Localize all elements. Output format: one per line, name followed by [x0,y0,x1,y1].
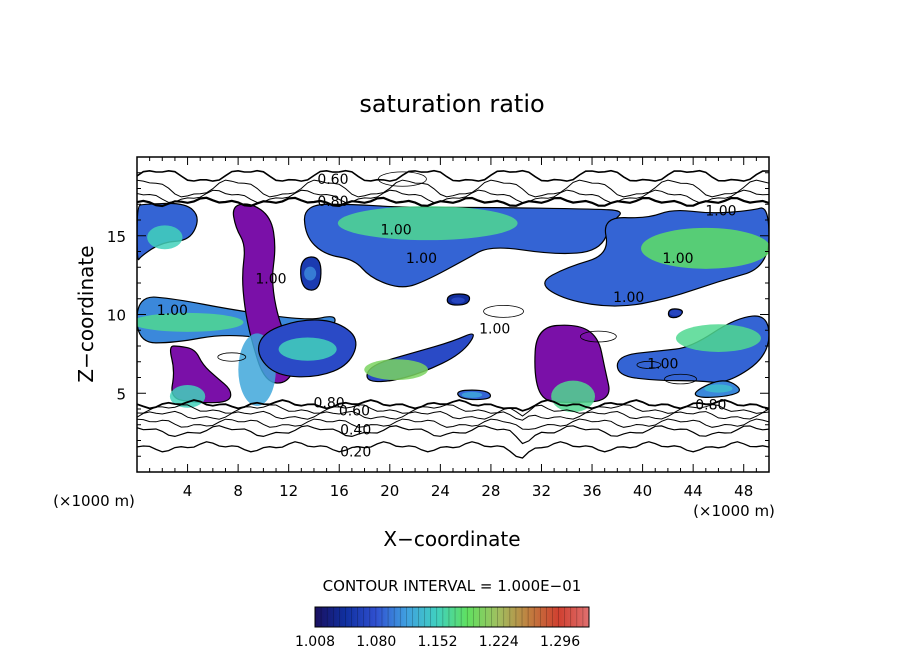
x-tick-label: 4 [183,482,193,500]
contour-line [137,410,769,421]
x-tick-label: 8 [233,482,243,500]
y-axis-unit: (×1000 m) [53,492,135,510]
contour-label: 0.60 [339,404,370,420]
supersat-core [641,227,769,269]
supersat-core [147,225,183,250]
contour-line [137,189,769,204]
contour-label: 0.80 [314,396,345,412]
contour-line [137,418,769,430]
supersat-core [169,385,206,408]
contour-loop [378,171,427,187]
contour-label: 1.00 [255,271,286,287]
contour-loop [217,352,247,362]
contour-label: 0.80 [695,397,726,413]
colorbar-tick-label: 1.224 [479,634,519,650]
contour-label: 1.00 [381,222,412,238]
contour-label: 1.00 [705,204,736,220]
chart-title: saturation ratio [359,90,544,118]
contour-lines [137,169,769,459]
supersat-core [704,384,733,393]
contour-interval-text: CONTOUR INTERVAL = 1.000E−01 [323,577,582,595]
contour-line [137,441,769,459]
contour-label: 0.40 [340,422,371,438]
x-tick-label: 28 [481,482,500,500]
x-axis-label: X−coordinate [383,527,520,551]
x-tick-label: 32 [532,482,551,500]
x-axis: 4 8 12 16 20 24 28 32 36 40 44 48 [136,157,770,500]
x-axis-unit: (×1000 m) [693,502,775,520]
supersat-core [669,309,682,316]
supersat-core [278,337,337,361]
colorbar-tick-label: 1.080 [356,634,396,650]
contour-line [137,425,769,445]
supersat-core [304,266,317,281]
x-tick-label: 48 [734,482,753,500]
y-tick-label: 15 [107,228,126,246]
colorbar-ticks: 1.008 1.080 1.152 1.224 1.296 [295,634,580,650]
contour-label: 1.00 [662,251,693,267]
colorbar-bands [314,607,590,627]
contour-label: 0.80 [317,194,348,210]
supersat-core [675,324,761,352]
contour-label: 1.00 [479,322,510,338]
supersat-core [451,297,465,304]
contour-label: 0.20 [340,445,371,461]
y-axis-label: Z−coordinate [74,245,98,382]
contour-line [137,179,769,198]
x-tick-label: 24 [431,482,450,500]
contour-label: 1.00 [613,290,644,306]
colorbar-tick-label: 1.296 [540,634,580,650]
supersat-core [364,359,428,381]
supersat-core [337,206,518,241]
contour-line [137,196,769,208]
y-tick-label: 10 [107,307,126,325]
x-tick-label: 16 [330,482,349,500]
contour-loop [636,360,662,369]
supersat-core [461,391,483,398]
x-tick-label: 44 [684,482,703,500]
supersaturation-fill [137,202,769,413]
contour-labels: 0.600.801.001.001.001.001.001.001.001.00… [157,172,737,460]
contour-label: 0.60 [317,172,348,188]
contour-label: 1.00 [406,251,437,267]
x-tick-label: 40 [633,482,652,500]
contour-label: 1.00 [647,356,678,372]
contour-loop [579,330,617,343]
contour-loop [483,304,524,318]
contour-label: 1.00 [157,303,188,319]
y-tick-label: 5 [116,385,126,403]
x-tick-label: 12 [279,482,298,500]
colorbar-tick-label: 1.152 [417,634,457,650]
colorbar [314,606,590,628]
supersat-core [137,312,244,332]
x-tick-label: 20 [380,482,399,500]
contour-loop [664,373,697,385]
x-tick-label: 36 [582,482,601,500]
colorbar-tick-label: 1.008 [295,634,335,650]
contour-line [137,169,769,182]
contour-line [137,404,769,417]
y-axis: 5 10 15 [107,156,769,473]
